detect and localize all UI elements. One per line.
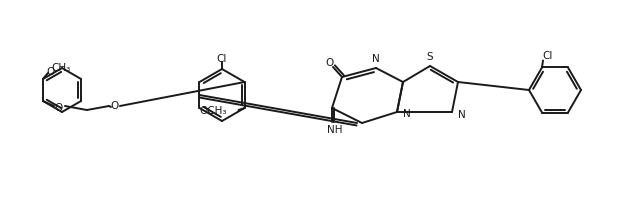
Text: NH: NH xyxy=(327,125,343,135)
Text: Cl: Cl xyxy=(217,54,227,64)
Text: N: N xyxy=(458,110,466,120)
Text: O: O xyxy=(47,67,55,77)
Text: O: O xyxy=(55,103,63,113)
Text: N: N xyxy=(403,109,411,119)
Text: N: N xyxy=(372,54,380,64)
Text: S: S xyxy=(427,52,433,62)
Text: O: O xyxy=(111,101,119,111)
Text: OCH₃: OCH₃ xyxy=(199,106,227,116)
Text: O: O xyxy=(326,58,334,68)
Text: Cl: Cl xyxy=(543,51,553,62)
Text: CH₃: CH₃ xyxy=(51,63,70,73)
